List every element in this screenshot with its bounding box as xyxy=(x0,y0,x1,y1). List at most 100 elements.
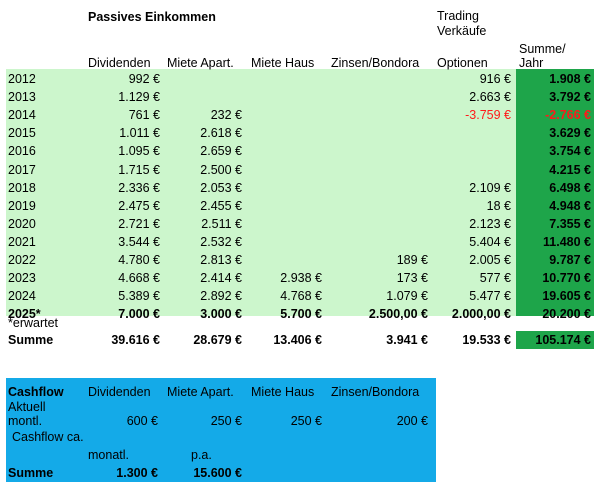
cashflow-monat-label: monatl. xyxy=(88,448,129,462)
cell-sum: 3.754 € xyxy=(549,144,591,159)
cell-sum: 19.605 € xyxy=(542,289,591,304)
cell-dividenden: 1.095 € xyxy=(118,144,160,159)
cell-optionen: -3.759 € xyxy=(465,108,511,123)
data-range-background xyxy=(6,69,516,316)
cell-optionen: 916 € xyxy=(479,72,511,86)
cell-miete-apart: 2.053 € xyxy=(200,180,242,195)
cell-miete-apart: 3.000 € xyxy=(200,307,242,322)
cell-miete-apart: 2.511 € xyxy=(201,216,242,231)
cell-sum: 9.787 € xyxy=(549,253,591,267)
cell-dividenden: 2.721 € xyxy=(118,216,160,231)
cell-dividenden: 5.389 € xyxy=(118,289,160,304)
cell-miete-apart: 2.618 € xyxy=(200,126,242,141)
cell-optionen: 5.404 € xyxy=(469,234,511,249)
header-sum-line1: Summe/ xyxy=(519,42,566,56)
cell-dividenden: 992 € xyxy=(128,72,160,86)
cashflow-monthly-miete-haus: 250 € xyxy=(290,414,322,428)
col-header-miete-apart: Miete Apart. xyxy=(167,56,234,70)
cell-year: 2021 xyxy=(8,234,36,249)
cell-miete-apart: 2.892 € xyxy=(200,289,242,304)
cell-year: 2014 xyxy=(8,108,36,123)
cell-year: 2020 xyxy=(8,216,36,231)
cell-year: 2025* xyxy=(8,307,41,322)
cell-dividenden: 1.011 € xyxy=(119,126,160,141)
cashflow-background xyxy=(6,378,436,482)
cell-dividenden: 2.475 € xyxy=(118,198,160,213)
cell-miete-apart: 2.414 € xyxy=(200,271,242,286)
total-dividenden: 39.616 € xyxy=(111,333,160,347)
cell-year: 2018 xyxy=(8,180,36,195)
cell-optionen: 2.000,00 € xyxy=(451,307,511,322)
cell-zinsen-bondora: 1.079 € xyxy=(386,289,428,304)
cashflow-monthly-zinsen-bondora: 200 € xyxy=(396,414,428,428)
cell-zinsen-bondora: 173 € xyxy=(396,271,428,286)
cell-optionen: 18 € xyxy=(486,198,511,213)
header-sum-line2: Jahr xyxy=(519,56,544,70)
sum-column-background xyxy=(516,69,594,316)
cell-dividenden: 4.668 € xyxy=(118,271,160,286)
cell-dividenden: 761 € xyxy=(128,108,160,123)
header-trading-line1: Trading xyxy=(437,9,479,23)
cell-sum: 20.200 € xyxy=(542,307,591,322)
footnote: *erwartet xyxy=(8,316,59,330)
cell-sum: 6.498 € xyxy=(549,180,591,195)
cell-sum: 4.215 € xyxy=(549,162,591,177)
cell-miete-apart: 2.813 € xyxy=(200,253,242,267)
cell-optionen: 2.005 € xyxy=(469,253,511,267)
col-header-zinsen-bondora: Zinsen/Bondora xyxy=(331,56,420,70)
cell-miete-apart: 2.532 € xyxy=(200,234,242,249)
cell-miete-haus: 5.700 € xyxy=(280,307,322,322)
sum-total-background xyxy=(516,331,594,349)
cell-optionen: 2.663 € xyxy=(469,90,511,105)
cell-zinsen-bondora: 2.500,00 € xyxy=(368,307,428,322)
total-optionen: 19.533 € xyxy=(462,333,511,347)
cell-dividenden: 7.000 € xyxy=(118,307,160,322)
total-miete-apart: 28.679 € xyxy=(193,333,242,347)
cell-sum: -2.766 € xyxy=(545,108,591,123)
cashflow-sum-pa: 15.600 € xyxy=(193,466,242,480)
cashflow-monthly-dividenden: 600 € xyxy=(126,414,158,428)
cell-sum: 3.792 € xyxy=(549,90,591,105)
cashflow-pa-label: p.a. xyxy=(191,448,212,462)
cell-year: 2012 xyxy=(8,72,36,86)
cell-miete-apart: 2.455 € xyxy=(200,198,242,213)
cell-miete-haus: 4.768 € xyxy=(280,289,322,304)
cell-year: 2015 xyxy=(8,126,36,141)
cell-dividenden: 2.336 € xyxy=(118,180,160,195)
cashflow-sum-monthly: 1.300 € xyxy=(116,466,158,480)
cashflow-sum-label: Summe xyxy=(8,466,54,480)
cashflow-col-zinsen-bondora: Zinsen/Bondora xyxy=(331,385,420,399)
cell-miete-haus: 2.938 € xyxy=(280,271,322,286)
cell-year: 2022 xyxy=(8,253,36,267)
cashflow-col-miete-haus: Miete Haus xyxy=(251,385,315,399)
total-sum: 105.174 € xyxy=(535,333,591,347)
cell-sum: 11.480 € xyxy=(543,234,591,249)
cashflow-col-dividenden: Dividenden xyxy=(88,385,151,399)
cashflow-monthly-label: montl. xyxy=(8,414,43,428)
cell-optionen: 5.477 € xyxy=(469,289,511,304)
cell-dividenden: 1.715 € xyxy=(118,162,160,177)
page-title: Passives Einkommen xyxy=(88,10,216,24)
total-miete-haus: 13.406 € xyxy=(273,333,322,347)
cell-year: 2016 xyxy=(8,144,36,159)
total-label: Summe xyxy=(8,333,54,347)
col-header-miete-haus: Miete Haus xyxy=(251,56,315,70)
cell-sum: 4.948 € xyxy=(549,198,591,213)
cell-optionen: 2.109 € xyxy=(469,180,511,195)
cell-dividenden: 4.780 € xyxy=(118,253,160,267)
cell-dividenden: 3.544 € xyxy=(118,234,160,249)
cell-year: 2023 xyxy=(8,271,36,286)
cell-year: 2024 xyxy=(8,289,36,304)
cell-miete-apart: 2.500 € xyxy=(200,162,242,177)
cashflow-monthly-miete-apart: 250 € xyxy=(210,414,242,428)
cashflow-title: Cashflow xyxy=(8,385,64,399)
cell-zinsen-bondora: 189 € xyxy=(396,253,428,267)
cell-year: 2019 xyxy=(8,198,36,213)
cashflow-ca-label: Cashflow ca. xyxy=(12,430,84,444)
cell-dividenden: 1.129 € xyxy=(118,90,160,105)
col-header-optionen: Optionen xyxy=(437,56,488,70)
col-header-dividenden: Dividenden xyxy=(88,56,151,70)
cell-miete-apart: 232 € xyxy=(210,108,242,123)
cell-sum: 10.770 € xyxy=(542,271,591,286)
cell-miete-apart: 2.659 € xyxy=(200,144,242,159)
